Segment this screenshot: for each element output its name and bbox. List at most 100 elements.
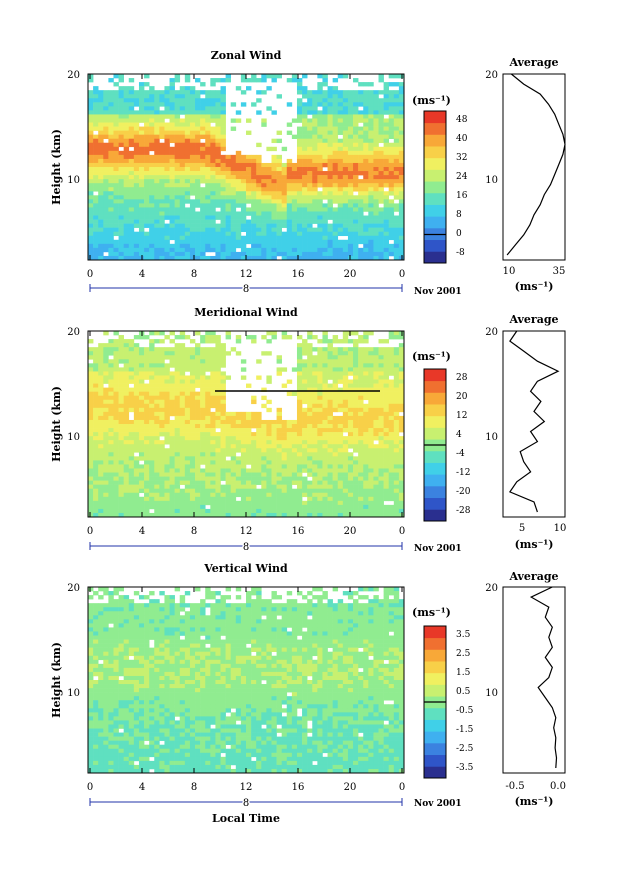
heatmap-cell: [210, 255, 216, 261]
heatmap-cell: [103, 440, 109, 445]
heatmap-cell: [118, 371, 124, 376]
heatmap-cell: [184, 126, 191, 131]
heatmap-cell: [266, 432, 272, 437]
heatmap-cell: [215, 432, 221, 437]
heatmap-cell: [184, 223, 191, 228]
heatmap-cell: [88, 199, 94, 204]
heatmap-cell: [302, 126, 308, 131]
heatmap-cell: [266, 231, 272, 237]
heatmap-cell: [159, 122, 165, 127]
heatmap-cell: [184, 251, 191, 257]
heatmap-cell: [363, 195, 369, 200]
heatmap-cell: [368, 98, 374, 103]
heatmap-cell: [149, 351, 155, 356]
heatmap-cell: [347, 179, 354, 184]
heatmap-cell: [128, 195, 135, 200]
colorbar-swatch: [424, 404, 446, 417]
heatmap-cell: [128, 207, 135, 212]
heatmap-cell: [138, 94, 145, 99]
heatmap-cell: [210, 432, 216, 437]
heatmap-cell: [353, 371, 359, 376]
heatmap-cell: [189, 436, 196, 441]
heatmap-cell: [286, 191, 293, 196]
heatmap-cell: [230, 440, 237, 445]
heatmap-cell: [230, 500, 237, 506]
heatmap-cell: [342, 215, 349, 220]
heatmap-cell: [358, 171, 364, 176]
heatmap-cell: [133, 343, 140, 348]
heatmap-cell: [251, 436, 257, 441]
heatmap-cell: [133, 375, 140, 380]
heatmap-cell: [149, 411, 155, 417]
heatmap-cell: [215, 379, 221, 384]
heatmap-cell: [210, 195, 216, 200]
heatmap-cell: [337, 207, 344, 212]
heatmap-cell: [312, 512, 318, 518]
heatmap-cell: [174, 359, 181, 364]
heatmap-cell: [98, 363, 104, 368]
heatmap-cell: [312, 118, 318, 123]
heatmap-cell: [246, 468, 252, 473]
heatmap-cell: [128, 359, 135, 364]
heatmap-cell: [138, 379, 145, 384]
heatmap-cell: [149, 86, 155, 91]
heatmap-cell: [98, 371, 104, 376]
heatmap-cell: [291, 78, 298, 83]
heatmap-cell: [363, 179, 369, 184]
heatmap-cell: [378, 504, 384, 510]
heatmap-cell: [93, 496, 99, 502]
heatmap-cell: [261, 496, 267, 502]
heatmap-cell: [169, 94, 175, 99]
heatmap-cell: [307, 199, 313, 204]
heatmap-cell: [169, 146, 175, 152]
heatmap-cell: [184, 106, 191, 111]
heatmap-cell: [189, 383, 196, 388]
heatmap-cell: [98, 167, 104, 172]
heatmap-cell: [138, 227, 145, 232]
heatmap-cell: [123, 179, 130, 184]
heatmap-cell: [291, 436, 298, 441]
heatmap-cell: [195, 512, 201, 518]
heatmap-cell: [358, 199, 364, 204]
heatmap-cell: [200, 375, 206, 380]
heatmap-cell: [98, 484, 104, 489]
heatmap-cell: [266, 191, 272, 196]
heatmap-cell: [383, 367, 390, 372]
heatmap-cell: [205, 508, 211, 514]
heatmap-cell: [205, 476, 211, 481]
heatmap-cell: [123, 203, 130, 208]
heatmap-cell: [220, 415, 226, 421]
heatmap-cell: [220, 403, 226, 409]
heatmap-cell: [210, 331, 216, 336]
heatmap-cell: [98, 146, 104, 152]
heatmap-cell: [149, 415, 155, 421]
heatmap-cell: [88, 138, 94, 144]
heatmap-cell: [302, 415, 308, 421]
heatmap-cell: [184, 122, 191, 127]
heatmap-cell: [220, 134, 226, 139]
heatmap-cell: [398, 403, 405, 409]
heatmap-cell: [195, 179, 201, 184]
heatmap-cell: [123, 347, 130, 352]
heatmap-cell: [358, 167, 364, 172]
heatmap-cell: [251, 448, 257, 453]
heatmap-cell: [302, 74, 308, 79]
heatmap-cell: [342, 247, 349, 253]
heatmap-cell: [378, 175, 384, 180]
heatmap-cell: [240, 508, 247, 514]
heatmap-cell: [368, 82, 374, 87]
heatmap-cell: [93, 472, 99, 477]
heatmap-cell: [144, 199, 150, 204]
heatmap-cell: [118, 110, 124, 115]
heatmap-cell: [373, 102, 379, 107]
heatmap-cell: [332, 122, 339, 127]
heatmap-cell: [159, 98, 165, 103]
heatmap-cell: [347, 215, 354, 220]
heatmap-cell: [164, 251, 170, 257]
heatmap-cell: [103, 448, 109, 453]
heatmap-cell: [179, 464, 186, 469]
heatmap-cell: [205, 468, 211, 473]
heatmap-cell: [98, 158, 104, 164]
heatmap-cell: [296, 448, 303, 453]
heatmap-cell: [358, 496, 364, 502]
